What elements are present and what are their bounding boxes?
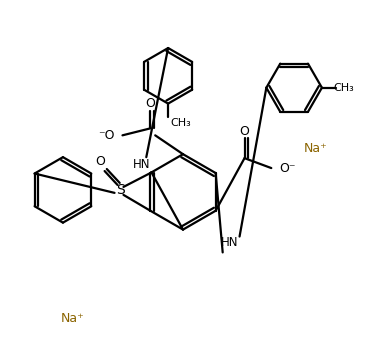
Text: O: O: [96, 155, 105, 168]
Text: O: O: [145, 97, 155, 110]
Text: Na⁺: Na⁺: [304, 142, 328, 155]
Text: CH₃: CH₃: [333, 83, 354, 93]
Text: O⁻: O⁻: [279, 162, 296, 175]
Text: CH₃: CH₃: [170, 119, 191, 129]
Text: O: O: [240, 125, 250, 138]
Text: HN: HN: [132, 158, 150, 171]
Text: Na⁺: Na⁺: [61, 312, 85, 326]
Text: S: S: [116, 183, 125, 197]
Text: HN: HN: [221, 236, 238, 249]
Text: ⁻O: ⁻O: [98, 129, 115, 142]
